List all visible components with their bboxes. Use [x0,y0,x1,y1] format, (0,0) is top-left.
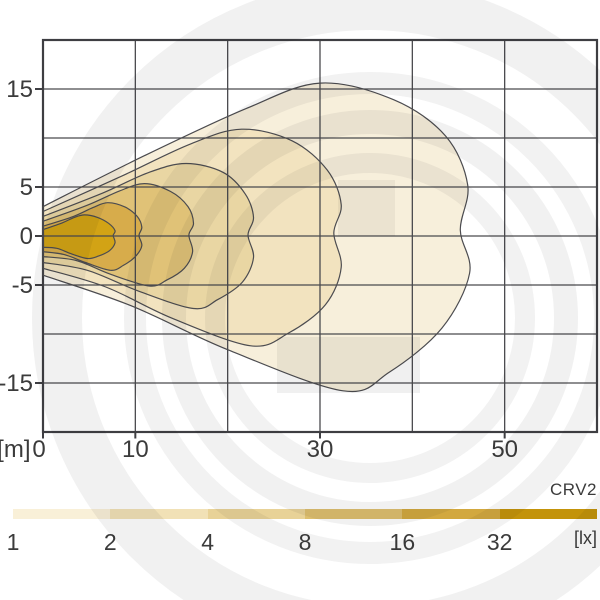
y-tick-label: -15 [0,370,33,397]
legend-segment-2lx [110,509,208,519]
x-tick-label: 10 [122,436,149,463]
y-tick-label: 5 [20,174,33,201]
legend-level-label: 2 [103,529,117,555]
legend-segment-16lx [402,509,500,519]
legend-segment-8lx [304,509,403,519]
legend-segment-32lx [499,509,597,519]
legend-unit-label: [lx] [573,528,597,548]
legend-level-label: 8 [298,529,312,555]
x-tick-label: 50 [491,436,518,463]
contour-fills [43,82,471,392]
legend-level-label: 32 [486,529,513,555]
legend-segment-1lx [13,509,111,519]
legend-product-label: CRV2 [549,480,597,499]
x-tick-label: 0 [32,436,45,463]
legend-level-label: 1 [6,529,20,555]
y-tick-label: -5 [12,272,33,299]
legend-segment-4lx [207,509,305,519]
legend-level-label: 4 [201,529,215,555]
legend-color-bar [13,509,597,519]
legend-level-label: 16 [389,529,416,555]
x-tick-label: 30 [307,436,334,463]
y-tick-label: 15 [6,76,33,103]
y-tick-label: 0 [20,223,33,250]
x-axis-unit-label: [m] [0,436,31,463]
